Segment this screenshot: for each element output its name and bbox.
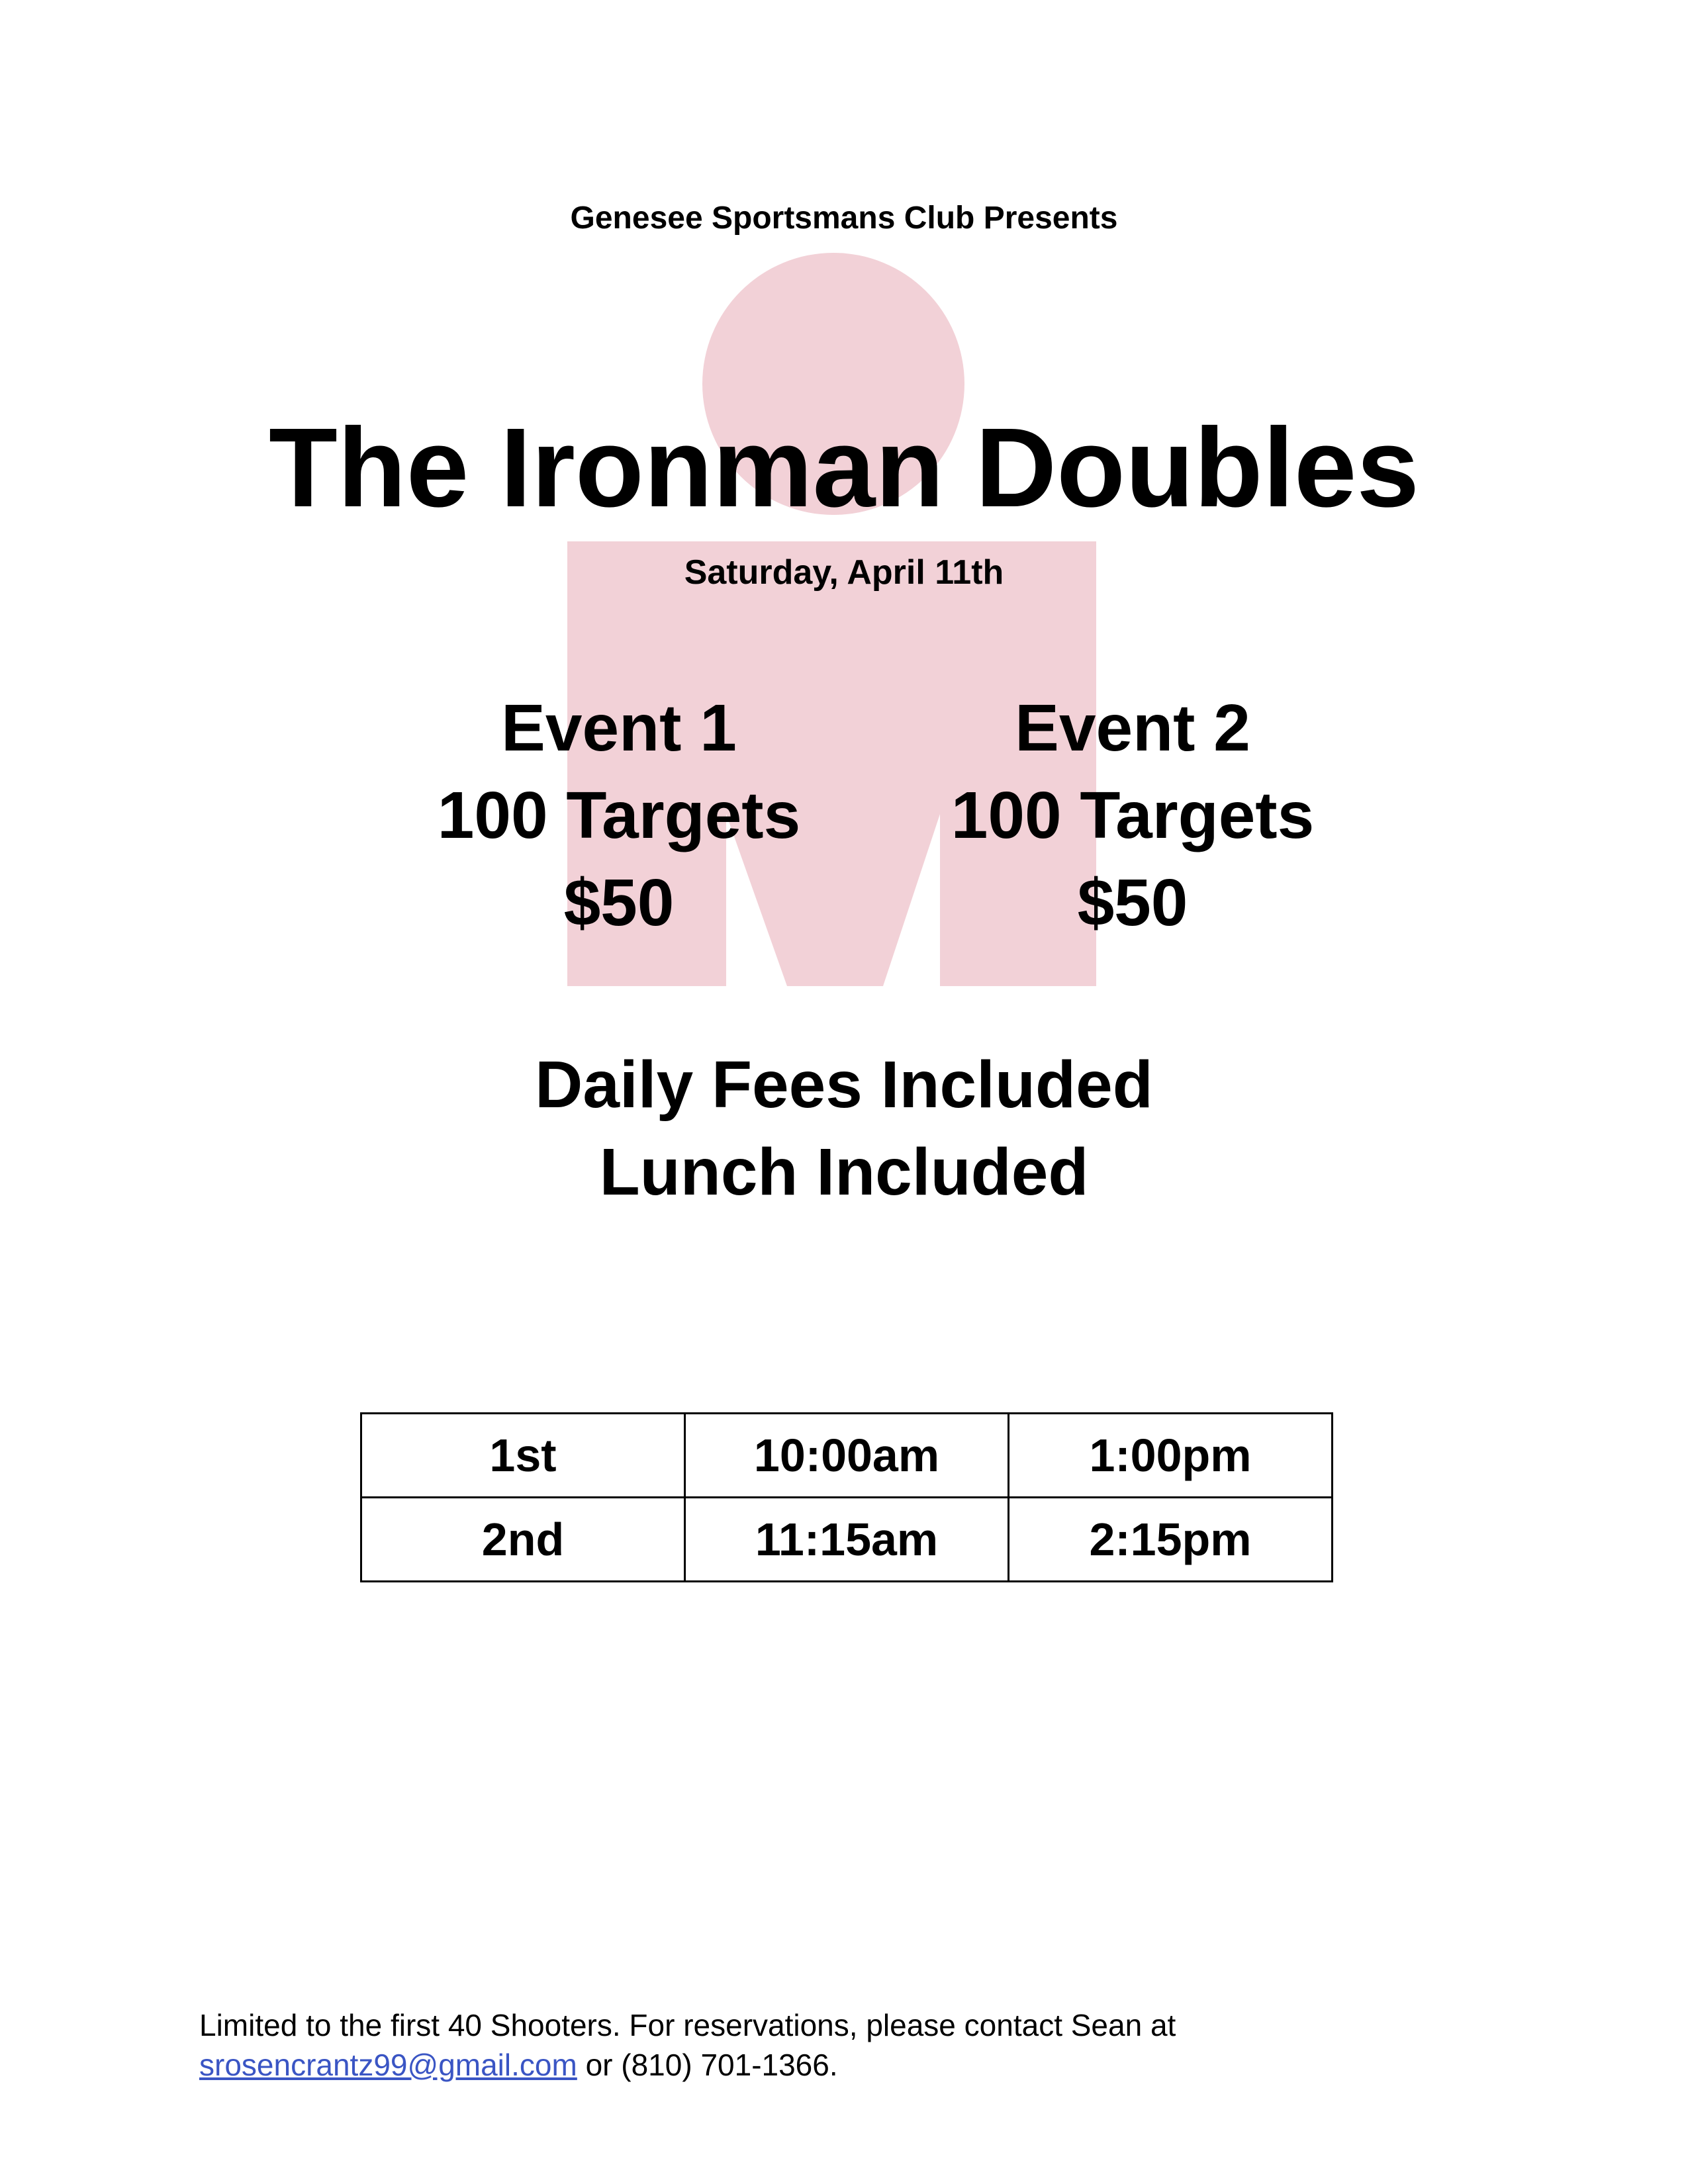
phone-text: or (810) 701-1366. [577,2048,838,2082]
inclusion-daily-fees: Daily Fees Included [535,1048,1153,1122]
event-1-time-cell: 11:15am [684,1496,1009,1582]
event-2-time-cell: 2:15pm [1008,1496,1333,1582]
email-link[interactable]: srosencrantz99@gmail.com [199,2048,577,2082]
table-row: 2nd 11:15am 2:15pm [360,1496,1333,1582]
event-2-price: $50 [1077,866,1188,940]
schedule-table: 1st 10:00am 1:00pm 2nd 11:15am 2:15pm [360,1412,1333,1582]
squad-cell: 2nd [360,1496,686,1582]
event-date: Saturday, April 11th [684,553,1004,592]
footer: Limited to the first 40 Shooters. For re… [199,2005,1176,2085]
event-1-price: $50 [563,866,675,940]
table-row: 1st 10:00am 1:00pm [360,1412,1333,1498]
squad-cell: 1st [360,1412,686,1498]
footer-text: Limited to the first 40 Shooters. For re… [199,2008,1176,2042]
inclusion-lunch: Lunch Included [599,1135,1089,1209]
event-2: Event 2 100 Targets $50 [868,684,1397,946]
event-1-time-cell: 10:00am [684,1412,1009,1498]
event-2-targets: 100 Targets [951,778,1315,852]
event-2-time-cell: 1:00pm [1008,1412,1333,1498]
presenter-text: Genesee Sportsmans Club Presents [570,201,1118,236]
event-1: Event 1 100 Targets $50 [354,684,884,946]
event-2-name: Event 2 [1015,691,1250,765]
footer-contact: srosencrantz99@gmail.com or (810) 701-13… [199,2045,1176,2085]
page-title: The Ironman Doubles [269,405,1419,531]
inclusions: Daily Fees Included Lunch Included [0,1041,1688,1216]
event-1-targets: 100 Targets [437,778,801,852]
event-1-name: Event 1 [501,691,737,765]
